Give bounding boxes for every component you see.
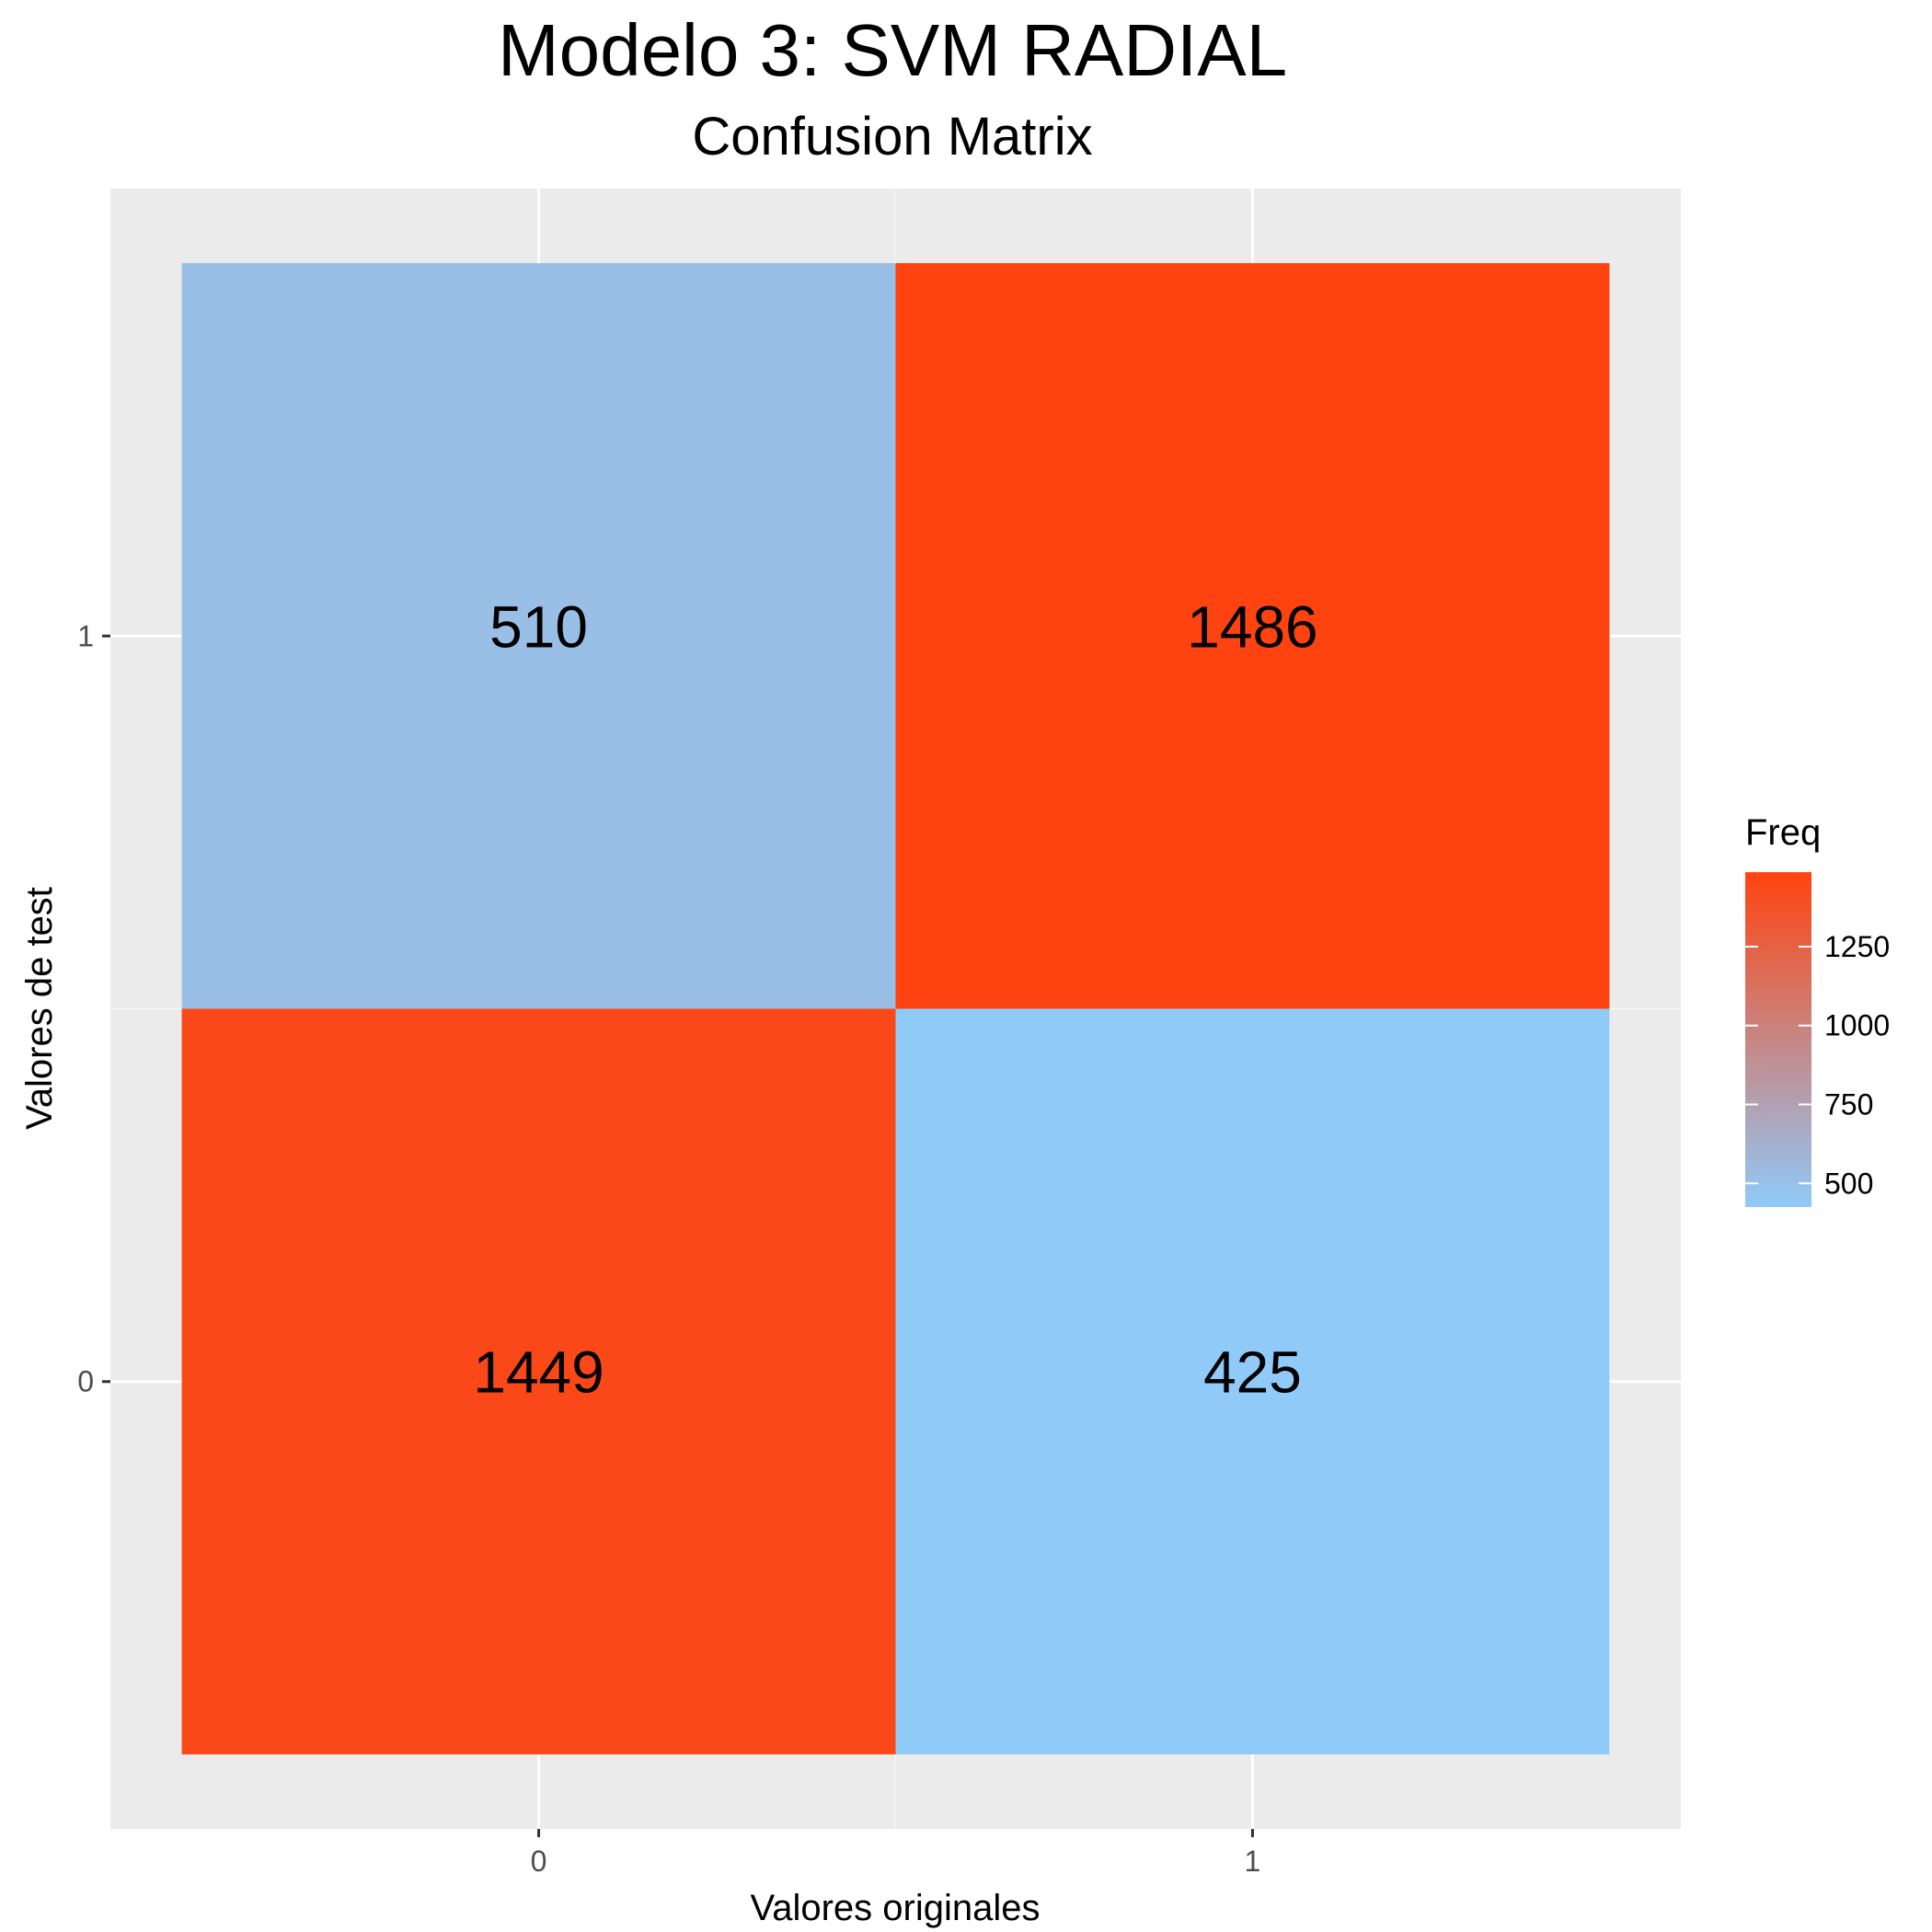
x-axis-label: Valores originales xyxy=(751,1888,1041,1928)
cell-value-label: 1486 xyxy=(1187,593,1317,660)
heatmap-cell xyxy=(181,1008,896,1754)
legend-colorbar xyxy=(1745,872,1811,1207)
legend-tick-label: 1250 xyxy=(1824,930,1890,963)
legend-ticks: 500 750 1000 1250 xyxy=(1745,930,1890,1200)
y-tick-label: 1 xyxy=(77,619,94,652)
y-axis: 01 xyxy=(77,619,110,1398)
cell-value-label: 425 xyxy=(1203,1340,1302,1406)
cell-value-label: 510 xyxy=(489,593,588,660)
chart-title: Modelo 3: SVM RADIAL xyxy=(498,9,1287,91)
legend-tick-label: 500 xyxy=(1824,1167,1873,1200)
legend-tick-label: 750 xyxy=(1824,1088,1873,1121)
heatmap-cell xyxy=(895,263,1610,1009)
heatmap-cell xyxy=(181,263,896,1009)
legend-title: Freq xyxy=(1745,812,1821,853)
heatmap-cells: 510 1486 1449 425 xyxy=(181,263,1610,1754)
y-axis-label: Valores de test xyxy=(19,887,60,1130)
legend-tick-label: 1000 xyxy=(1824,1009,1890,1042)
heatmap-cell xyxy=(895,1008,1610,1754)
x-tick-label: 1 xyxy=(1245,1845,1261,1878)
cell-value-label: 1449 xyxy=(473,1340,604,1406)
y-tick-label: 0 xyxy=(77,1365,94,1398)
chart-subtitle: Confusion Matrix xyxy=(692,107,1092,167)
x-tick-label: 0 xyxy=(531,1845,547,1878)
